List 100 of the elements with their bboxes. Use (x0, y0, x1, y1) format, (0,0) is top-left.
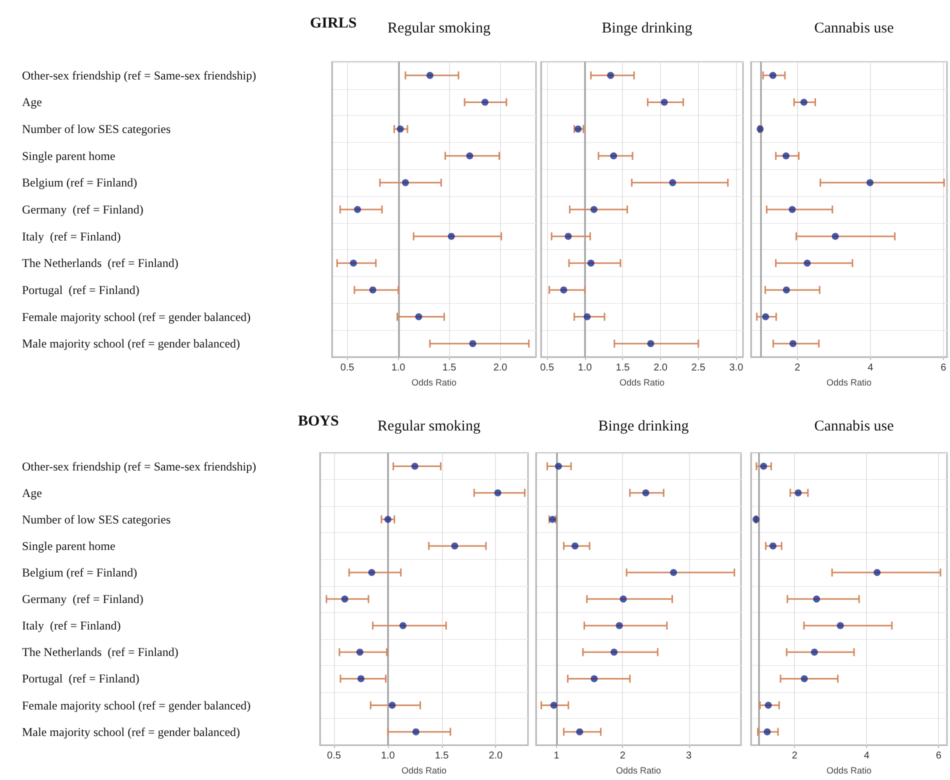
x-tick-label: 1.0 (391, 362, 406, 374)
point (574, 126, 582, 133)
point (354, 206, 361, 213)
point (426, 72, 434, 79)
x-tick-label: 2 (792, 750, 798, 762)
y-tick-label: The Netherlands (ref = Finland) (22, 256, 178, 270)
text: GIRLS (310, 16, 357, 32)
point (800, 675, 808, 682)
y-tick-label: Belgium (ref = Finland) (22, 565, 138, 580)
y-tick-label: Italy (ref = Finland) (22, 229, 121, 244)
point (769, 542, 776, 550)
point (769, 72, 776, 79)
x-tick-label: 0.5 (540, 362, 554, 374)
x-tick-label: 2.0 (488, 750, 504, 762)
point (396, 126, 404, 133)
point (788, 206, 796, 213)
point (341, 596, 348, 603)
point (356, 648, 364, 656)
x-tick-label: 0.5 (327, 750, 342, 762)
point (550, 702, 558, 709)
chart-title: Cannabis use (814, 418, 894, 434)
y-tick-label: Other-sex friendship (ref = Same-sex friendship) (22, 459, 256, 474)
chart-title: Regular smoking (378, 418, 481, 434)
point (620, 596, 627, 603)
x-tick-label: 1.5 (616, 362, 630, 374)
y-tick-label: Other-sex friendship (ref = Same-sex friendship) (22, 68, 256, 82)
point (794, 489, 802, 496)
point (466, 152, 474, 160)
y-tick-label: Female majority school (ref = gender balanced) (22, 310, 251, 324)
point (670, 568, 678, 576)
point (402, 179, 409, 186)
point (874, 568, 881, 576)
x-axis-title: Odds Ratio (616, 766, 662, 776)
point (762, 313, 770, 320)
y-tick-label: Italy (ref = Finland) (22, 618, 121, 633)
x-tick-label: 6 (936, 750, 942, 762)
chart-title: Binge drinking (598, 418, 690, 434)
y-tick-label: Male majority school (ref = gender balanced) (22, 336, 240, 351)
point (564, 232, 572, 240)
point (584, 313, 591, 320)
point (590, 675, 598, 682)
y-tick-label: Age (22, 486, 42, 500)
point (764, 702, 772, 709)
point (357, 675, 364, 682)
point (469, 340, 476, 348)
point (760, 462, 768, 470)
point (810, 648, 818, 656)
point (642, 489, 650, 496)
y-tick-label: Portugal (ref = Finland) (22, 282, 140, 297)
x-axis-title: Odds Ratio (401, 766, 447, 776)
x-axis-title: Odds Ratio (826, 377, 872, 388)
point (560, 286, 568, 294)
point (415, 313, 422, 320)
chart-title: Cannabis use (814, 20, 894, 36)
point (610, 152, 618, 160)
point (576, 728, 584, 736)
y-tick-label: Germany (ref = Finland) (22, 202, 144, 216)
point (350, 260, 357, 267)
y-tick-label: Belgium (ref = Finland) (22, 176, 138, 190)
point (866, 179, 874, 186)
point (752, 516, 760, 523)
point (399, 622, 406, 630)
point (782, 152, 790, 160)
point (368, 568, 376, 576)
point (411, 462, 418, 470)
point (813, 596, 820, 603)
x-tick-label: 4 (864, 750, 870, 762)
point (412, 728, 420, 736)
x-tick-label: 3.0 (729, 362, 744, 374)
point (388, 702, 396, 709)
y-tick-label: Female majority school (ref = gender balanced) (22, 698, 251, 712)
x-tick-label: 2 (620, 750, 626, 762)
x-tick-label: 2.0 (654, 362, 668, 374)
x-tick-label: 4 (868, 362, 874, 374)
y-tick-label: Portugal (ref = Finland) (22, 672, 140, 686)
point (647, 340, 654, 348)
point (804, 260, 811, 267)
point (607, 72, 614, 79)
x-tick-label: 6 (940, 362, 947, 374)
point (669, 179, 676, 186)
point (494, 489, 502, 496)
x-tick-label: 1.5 (434, 750, 450, 762)
x-tick-label: 2.0 (493, 362, 508, 374)
point (610, 648, 618, 656)
x-axis-title: Odds Ratio (619, 377, 665, 388)
x-tick-label: 1 (554, 750, 560, 762)
x-tick-label: 1.5 (442, 362, 457, 374)
point (782, 286, 790, 294)
point (616, 622, 623, 630)
x-tick-label: 1.0 (578, 362, 592, 374)
point (448, 232, 455, 240)
x-axis-title: Odds Ratio (826, 766, 872, 776)
text: BOYS (298, 414, 339, 430)
point (451, 542, 458, 550)
point (384, 516, 392, 523)
point (789, 340, 796, 348)
point (554, 462, 562, 470)
y-tick-label: Male majority school (ref = gender balanced) (22, 724, 240, 739)
point (590, 206, 598, 213)
y-tick-label: Single parent home (22, 148, 116, 163)
